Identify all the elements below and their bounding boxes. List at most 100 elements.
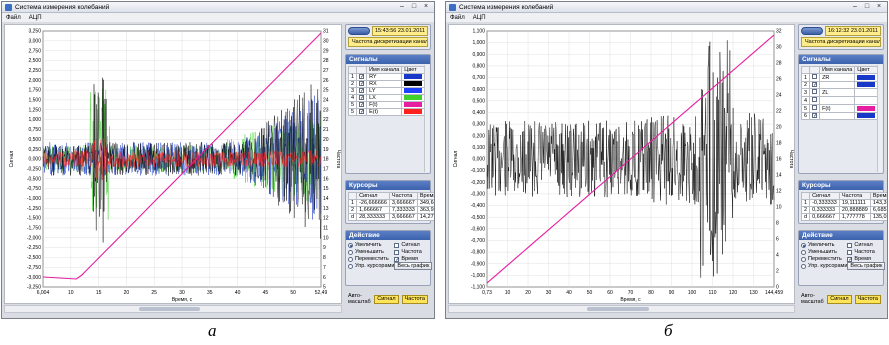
signal-checkbox[interactable]: ✓ xyxy=(812,113,818,119)
y2-tick-label: 25 xyxy=(323,88,329,94)
scrollbar-thumb[interactable] xyxy=(139,307,200,311)
option-checkbox-2[interactable]: ✓ Время xyxy=(394,256,432,262)
signal-row[interactable]: 1 ZR xyxy=(800,73,879,82)
menu-item-1[interactable]: АЦП xyxy=(28,14,42,21)
minimize-icon[interactable]: – xyxy=(400,3,404,10)
whole-graph-button[interactable]: Весь график xyxy=(847,262,886,270)
cursor-cell: 363,92120 xyxy=(416,206,434,214)
autoscale-signal-button[interactable]: Сигнал xyxy=(827,294,852,304)
signal-color-swatch[interactable] xyxy=(857,105,876,111)
signal-chart[interactable]: 1,100 1,000 0,900 0,800 0,700 0,600 0,500 0,400… xyxy=(449,25,794,303)
plot-horizontal-scrollbar[interactable] xyxy=(448,305,795,313)
signal-color-swatch[interactable] xyxy=(857,82,876,88)
menu-item-0[interactable]: Файл xyxy=(450,14,465,21)
signal-index: 6 xyxy=(800,112,811,120)
autoscale-frequency-button[interactable]: Частота xyxy=(854,294,881,304)
y-tick-label: -0,800 xyxy=(471,250,485,256)
action-radio-0[interactable]: Увеличить xyxy=(801,242,847,248)
signal-checkbox[interactable] xyxy=(812,74,818,79)
option-checkbox-2[interactable]: ✓ Время xyxy=(847,256,885,262)
signal-color-swatch[interactable] xyxy=(404,95,423,101)
autoscale-signal-button[interactable]: Сигнал xyxy=(374,294,399,304)
signal-row[interactable]: 2 ✓ xyxy=(800,81,879,89)
signal-color-swatch[interactable] xyxy=(404,81,423,87)
signal-row[interactable]: 5 F(t) xyxy=(800,104,879,113)
y2-axis-label: Частота xyxy=(335,150,341,169)
action-radio-2[interactable]: Переместить xyxy=(801,256,847,262)
signal-row[interactable]: 5 ✓ E(t) xyxy=(347,108,426,116)
signal-checkbox[interactable]: ✓ xyxy=(359,81,365,87)
signal-color-swatch[interactable] xyxy=(404,102,423,108)
close-icon[interactable]: × xyxy=(876,3,882,10)
y-tick-label: 2,750 xyxy=(28,48,41,54)
option-checkbox-1[interactable]: Частота xyxy=(847,249,885,255)
y2-tick-label: 27 xyxy=(323,68,329,74)
action-radio-0[interactable]: Увеличить xyxy=(348,242,394,248)
signal-row[interactable]: 4 xyxy=(800,96,879,105)
signal-row[interactable]: 1 ✓ RY xyxy=(347,73,426,81)
option-checkbox-0[interactable]: Сигнал xyxy=(847,242,885,248)
y2-tick-label: 16 xyxy=(323,176,329,182)
menu-item-1[interactable]: АЦП xyxy=(472,14,486,21)
plot-area[interactable]: 3,250 3,000 2,750 2,500 2,250 2,000 1,750 1,500… xyxy=(4,24,342,304)
signal-checkbox[interactable] xyxy=(812,105,818,110)
signal-checkbox[interactable]: ✓ xyxy=(359,109,365,115)
action-radio-3[interactable]: Упр. курсорами xyxy=(348,263,394,269)
signal-row[interactable]: 2 ✓ RX xyxy=(347,80,426,88)
y-tick-label: -0,250 xyxy=(27,166,41,172)
signal-row[interactable]: 4 ✓ LX xyxy=(347,94,426,102)
menu-item-0[interactable]: Файл xyxy=(6,14,21,21)
signal-color-swatch[interactable] xyxy=(404,74,423,80)
signal-checkbox[interactable] xyxy=(812,97,818,102)
sampling-rate-label: Частота дискретизации канала - 2557,5 xyxy=(348,37,428,47)
signal-checkbox[interactable]: ✓ xyxy=(359,88,365,94)
action-radio-1[interactable]: Уменьшить xyxy=(801,249,847,255)
action-radio-1[interactable]: Уменьшить xyxy=(348,249,394,255)
option-checkbox-1[interactable]: Частота xyxy=(394,249,432,255)
x-tick-label: 50 xyxy=(587,290,593,296)
signal-checkbox[interactable]: ✓ xyxy=(359,95,365,101)
record-toggle-button[interactable] xyxy=(348,27,370,35)
maximize-icon[interactable]: □ xyxy=(864,3,870,10)
signal-name: RX xyxy=(366,80,403,88)
signal-chart[interactable]: 3,250 3,000 2,750 2,500 2,250 2,000 1,750 1,500… xyxy=(5,25,341,303)
maximize-icon[interactable]: □ xyxy=(411,3,417,10)
y2-tick-label: 20 xyxy=(323,137,329,143)
signal-name: F(t) xyxy=(366,101,403,109)
plot-area[interactable]: 1,100 1,000 0,900 0,800 0,700 0,600 0,500 0,400… xyxy=(448,24,795,304)
action-radio-3[interactable]: Упр. курсорами xyxy=(801,263,847,269)
checkbox-icon: ✓ xyxy=(394,256,400,263)
y-tick-label: 0,400 xyxy=(472,110,485,116)
y2-tick-label: 29 xyxy=(323,48,329,54)
signal-checkbox[interactable]: ✓ xyxy=(812,82,818,88)
signal-color-swatch[interactable] xyxy=(857,97,876,103)
signal-checkbox[interactable]: ✓ xyxy=(359,74,365,80)
close-icon[interactable]: × xyxy=(423,3,429,10)
record-toggle-button[interactable] xyxy=(801,27,823,35)
signal-row[interactable]: 3 ZL xyxy=(800,88,879,97)
signal-color-swatch[interactable] xyxy=(857,113,876,119)
signal-index: 4 xyxy=(347,94,358,102)
radio-icon xyxy=(348,249,353,255)
signals-scrollbar[interactable] xyxy=(424,65,429,172)
plot-horizontal-scrollbar[interactable] xyxy=(4,305,342,313)
scrollbar-thumb[interactable] xyxy=(587,307,650,311)
y-tick-label: -1,100 xyxy=(471,285,485,291)
signals-scrollbar[interactable] xyxy=(877,65,882,172)
option-checkbox-0[interactable]: Сигнал xyxy=(394,242,432,248)
signal-color-swatch[interactable] xyxy=(857,74,876,80)
signal-checkbox[interactable] xyxy=(812,89,818,94)
minimize-icon[interactable]: – xyxy=(853,3,857,10)
signal-color-swatch[interactable] xyxy=(404,109,423,115)
whole-graph-button[interactable]: Весь график xyxy=(394,262,433,270)
signal-color-swatch[interactable] xyxy=(857,89,876,95)
autoscale-frequency-button[interactable]: Частота xyxy=(401,294,428,304)
y-tick-label: -0,700 xyxy=(471,238,485,244)
signal-checkbox[interactable]: ✓ xyxy=(359,102,365,108)
action-radio-2[interactable]: Переместить xyxy=(348,256,394,262)
signal-row[interactable]: 6 ✓ xyxy=(800,112,879,120)
signal-row[interactable]: 3 ✓ LY xyxy=(347,87,426,95)
signal-row[interactable]: 5 ✓ F(t) xyxy=(347,101,426,109)
signal-color-swatch[interactable] xyxy=(404,88,423,94)
